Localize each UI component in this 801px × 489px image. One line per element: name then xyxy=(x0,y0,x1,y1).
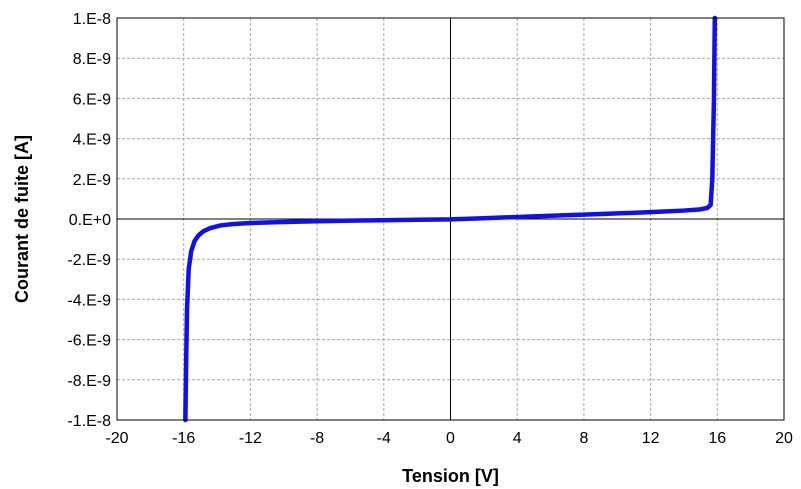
x-tick-label: -8 xyxy=(310,430,324,447)
x-tick-labels: -20 -16 -12 -8 -4 0 4 8 12 16 20 xyxy=(105,430,793,447)
plot-frame xyxy=(116,17,785,421)
y-tick-label: -1.E-8 xyxy=(67,413,111,430)
series-layer xyxy=(183,15,718,423)
y-tick-label: -8.E-9 xyxy=(67,373,111,390)
x-tick-label: -20 xyxy=(105,430,128,447)
x-axis-title: Tension [V] xyxy=(402,466,499,486)
y-tick-label: -2.E-9 xyxy=(67,252,111,269)
series-line-0 xyxy=(183,15,718,423)
y-tick-label: 1.E-8 xyxy=(73,11,111,28)
y-tick-label: -6.E-9 xyxy=(67,333,111,350)
y-tick-label: 6.E-9 xyxy=(73,91,111,108)
x-tick-label: 16 xyxy=(708,430,726,447)
x-tick-label: -16 xyxy=(172,430,195,447)
x-tick-label: 8 xyxy=(579,430,588,447)
y-axis-title: Courant de fuite [A] xyxy=(12,135,32,303)
x-tick-label: 0 xyxy=(446,430,455,447)
y-tick-label: 8.E-9 xyxy=(73,51,111,68)
y-tick-label: 4.E-9 xyxy=(73,132,111,149)
y-tick-label: -4.E-9 xyxy=(67,292,111,309)
x-tick-label: -4 xyxy=(377,430,391,447)
x-tick-label: 12 xyxy=(642,430,660,447)
x-tick-label: 20 xyxy=(775,430,793,447)
y-tick-label: 2.E-9 xyxy=(73,172,111,189)
x-tick-label: 4 xyxy=(513,430,522,447)
x-tick-label: -12 xyxy=(239,430,262,447)
y-tick-labels: 1.E-8 8.E-9 6.E-9 4.E-9 2.E-9 0.E+0 -2.E-9 -4.E… xyxy=(67,11,111,430)
y-tick-label: 0.E+0 xyxy=(69,212,111,229)
